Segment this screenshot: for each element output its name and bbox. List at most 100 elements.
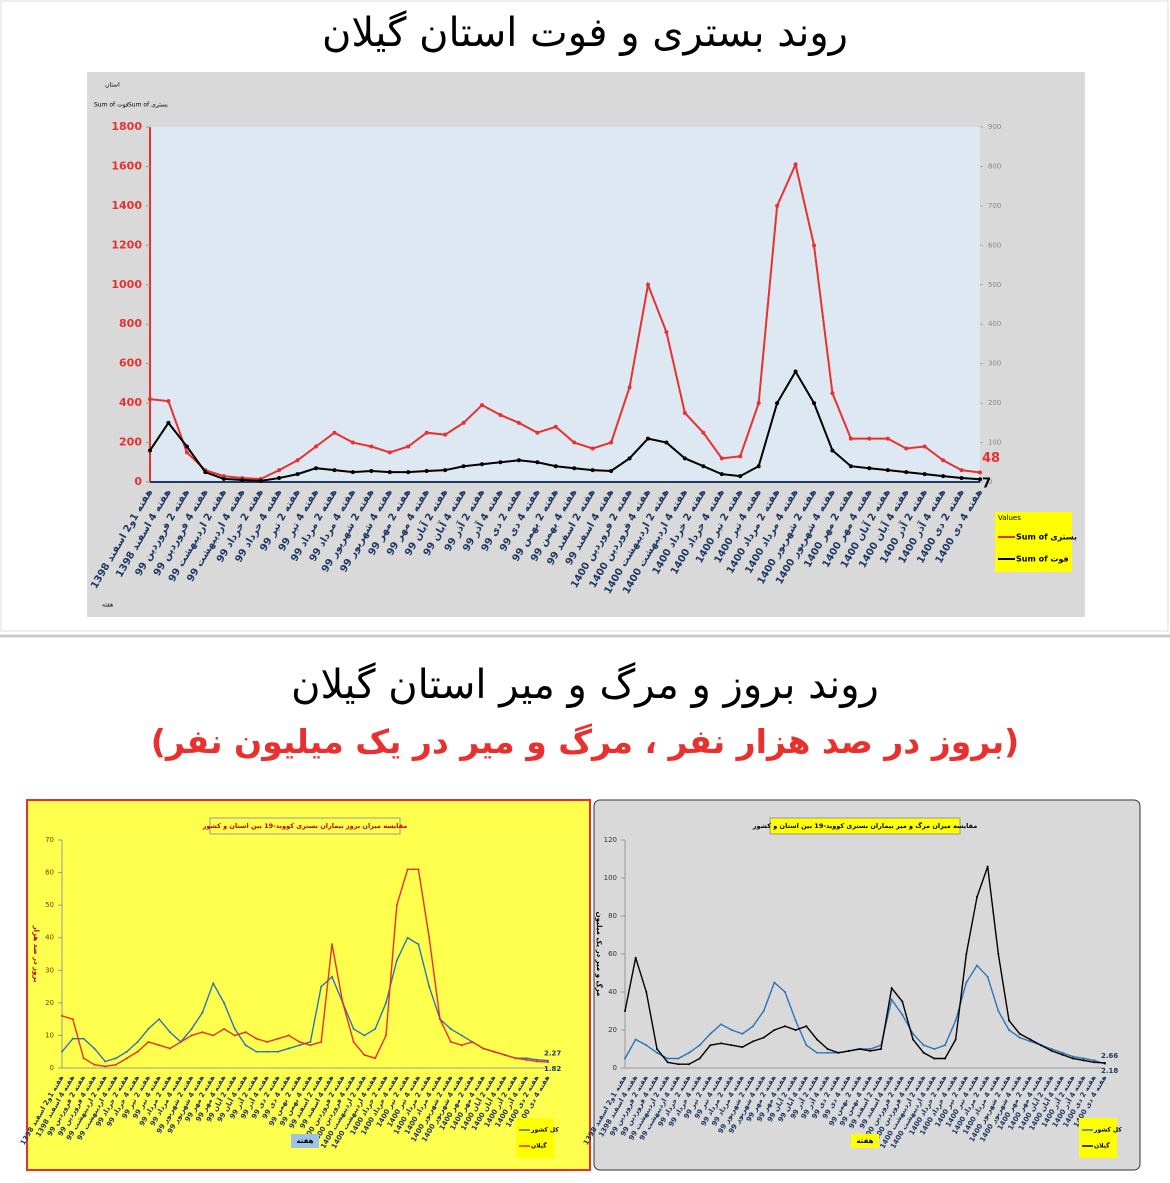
chart-bg <box>26 799 591 1171</box>
point <box>136 1050 139 1053</box>
x-tick-label: هفته 2 دی 1400 <box>1062 1074 1098 1129</box>
point <box>762 1010 765 1012</box>
x-tick-label: هفته 4 شهریور 99 <box>338 487 395 574</box>
x-tick-label: هفته 2 خرداد 99 <box>215 487 266 564</box>
y-tick-label: 100 <box>604 874 617 882</box>
point <box>634 956 637 959</box>
x-tick-label: هفته 4 خرداد 99 <box>667 1074 703 1128</box>
end-label: 7 <box>982 477 991 492</box>
point <box>223 1001 225 1004</box>
point <box>959 476 964 481</box>
x-tick-label: هفته 4 اردیبهشت 99 <box>76 1074 120 1142</box>
point <box>158 1018 161 1021</box>
x-tick-label: هفته 2 شهریور 1400 <box>968 1074 1013 1144</box>
point <box>837 1051 840 1054</box>
point <box>480 462 484 467</box>
x-tick-label: هفته 2 آذر 1400 <box>482 1073 519 1128</box>
title-bg <box>209 817 401 835</box>
point <box>869 1049 872 1052</box>
point <box>682 410 687 415</box>
y-tick-label: 1600 <box>111 159 142 172</box>
point <box>965 981 968 984</box>
point <box>179 1040 182 1043</box>
x-tick-label: هفته 4 تیر 99 <box>277 487 321 553</box>
field-button: استان <box>105 82 120 89</box>
point <box>148 448 152 453</box>
point <box>460 1044 463 1047</box>
point <box>976 964 978 967</box>
x-label: هفته <box>857 1137 874 1145</box>
point <box>277 1050 279 1053</box>
y-tick-label: 60 <box>45 869 54 877</box>
end-label: 2.27 <box>544 1050 561 1058</box>
point <box>922 1051 925 1054</box>
point <box>885 436 890 441</box>
point <box>901 1013 904 1016</box>
y2-tick-label: 600 <box>988 241 1001 249</box>
point <box>609 468 614 473</box>
x-tick-label: هفته 4 آذر 99 <box>459 486 505 553</box>
point <box>752 1025 754 1028</box>
x-tick-label: هفته 4 خرداد 1400 <box>669 487 727 576</box>
point <box>406 936 409 939</box>
y-tick-label: 1800 <box>111 120 142 133</box>
point <box>965 953 968 955</box>
point <box>793 162 798 167</box>
point <box>794 1019 797 1022</box>
x-tick-label: هفته 2 آبان 99 <box>402 486 451 558</box>
x-tick-label: هفته 4 اردیبهشت 99 <box>185 487 247 584</box>
legend-label: گیلان <box>1094 1142 1110 1150</box>
x-tick-label: هفته 2 مهر 99 <box>367 487 414 557</box>
x-tick-label: هفته 2 تیر 1400 <box>375 1074 411 1129</box>
point <box>104 1065 107 1068</box>
point <box>461 420 466 425</box>
series-line <box>624 866 1106 1065</box>
point <box>201 1011 204 1014</box>
point <box>115 1057 117 1060</box>
point <box>201 1031 204 1034</box>
point <box>158 1044 161 1047</box>
point <box>912 1032 914 1035</box>
point <box>1082 1057 1085 1060</box>
point <box>978 477 982 482</box>
x-tick-label: هفته 2 فروردین 1400 <box>300 1074 346 1146</box>
point <box>720 1042 722 1045</box>
point <box>498 412 503 417</box>
point <box>535 430 540 435</box>
point <box>590 468 595 473</box>
x-tick-label: هفته 2 بهمن 99 <box>268 1074 304 1128</box>
x-tick-label: هفته 2 بهمن 99 <box>511 487 561 563</box>
x-tick-label: هفته 4 آبان 1400 <box>1027 1073 1066 1132</box>
point <box>203 470 208 475</box>
point <box>212 982 215 985</box>
point <box>350 440 355 445</box>
x-tick-label: هفته 2 مرداد 1400 <box>392 1074 432 1136</box>
point <box>406 868 409 871</box>
y2-tick-label: 700 <box>988 202 1001 210</box>
x-tick-label: هفته 4 آذر 99 <box>799 1073 831 1120</box>
x-tick-label: هفته 4 اسفند 1398 <box>597 1074 639 1139</box>
x-tick-label: هفته 2 شهریور 99 <box>320 487 377 574</box>
point <box>203 468 208 473</box>
point <box>741 1046 744 1049</box>
point <box>190 1027 193 1030</box>
x-tick-label: هفته 2 دی 99 <box>810 1074 841 1121</box>
x-tick-label: هفته 2 مرداد 99 <box>289 487 339 563</box>
point <box>61 1014 63 1017</box>
point <box>719 456 724 461</box>
point <box>609 440 614 445</box>
x-tick-label: هفته 4 مرداد 1400 <box>403 1074 443 1136</box>
legend-label: کل کشور <box>530 1127 559 1134</box>
x-tick-label: هفته 4 فروردین 1400 <box>311 1074 357 1146</box>
x-tick-label: هفته 2 خرداد 1400 <box>349 1074 390 1137</box>
point <box>682 456 687 461</box>
point <box>730 1044 733 1047</box>
x-tick-label: هفته 4 تیر 1400 <box>944 1074 980 1129</box>
x-tick-label: هفته 2 اردیبهشت 1400 <box>603 487 672 596</box>
x-tick-label: هفته 4 آبان 99 <box>420 486 469 558</box>
x-tick-label: هفته 2 تیر 1400 <box>934 1074 970 1129</box>
x-tick-label: هفته 4 آبان 99 <box>776 1073 810 1123</box>
point <box>986 865 989 868</box>
field-button: هفته <box>102 602 113 609</box>
legend <box>995 512 1072 572</box>
